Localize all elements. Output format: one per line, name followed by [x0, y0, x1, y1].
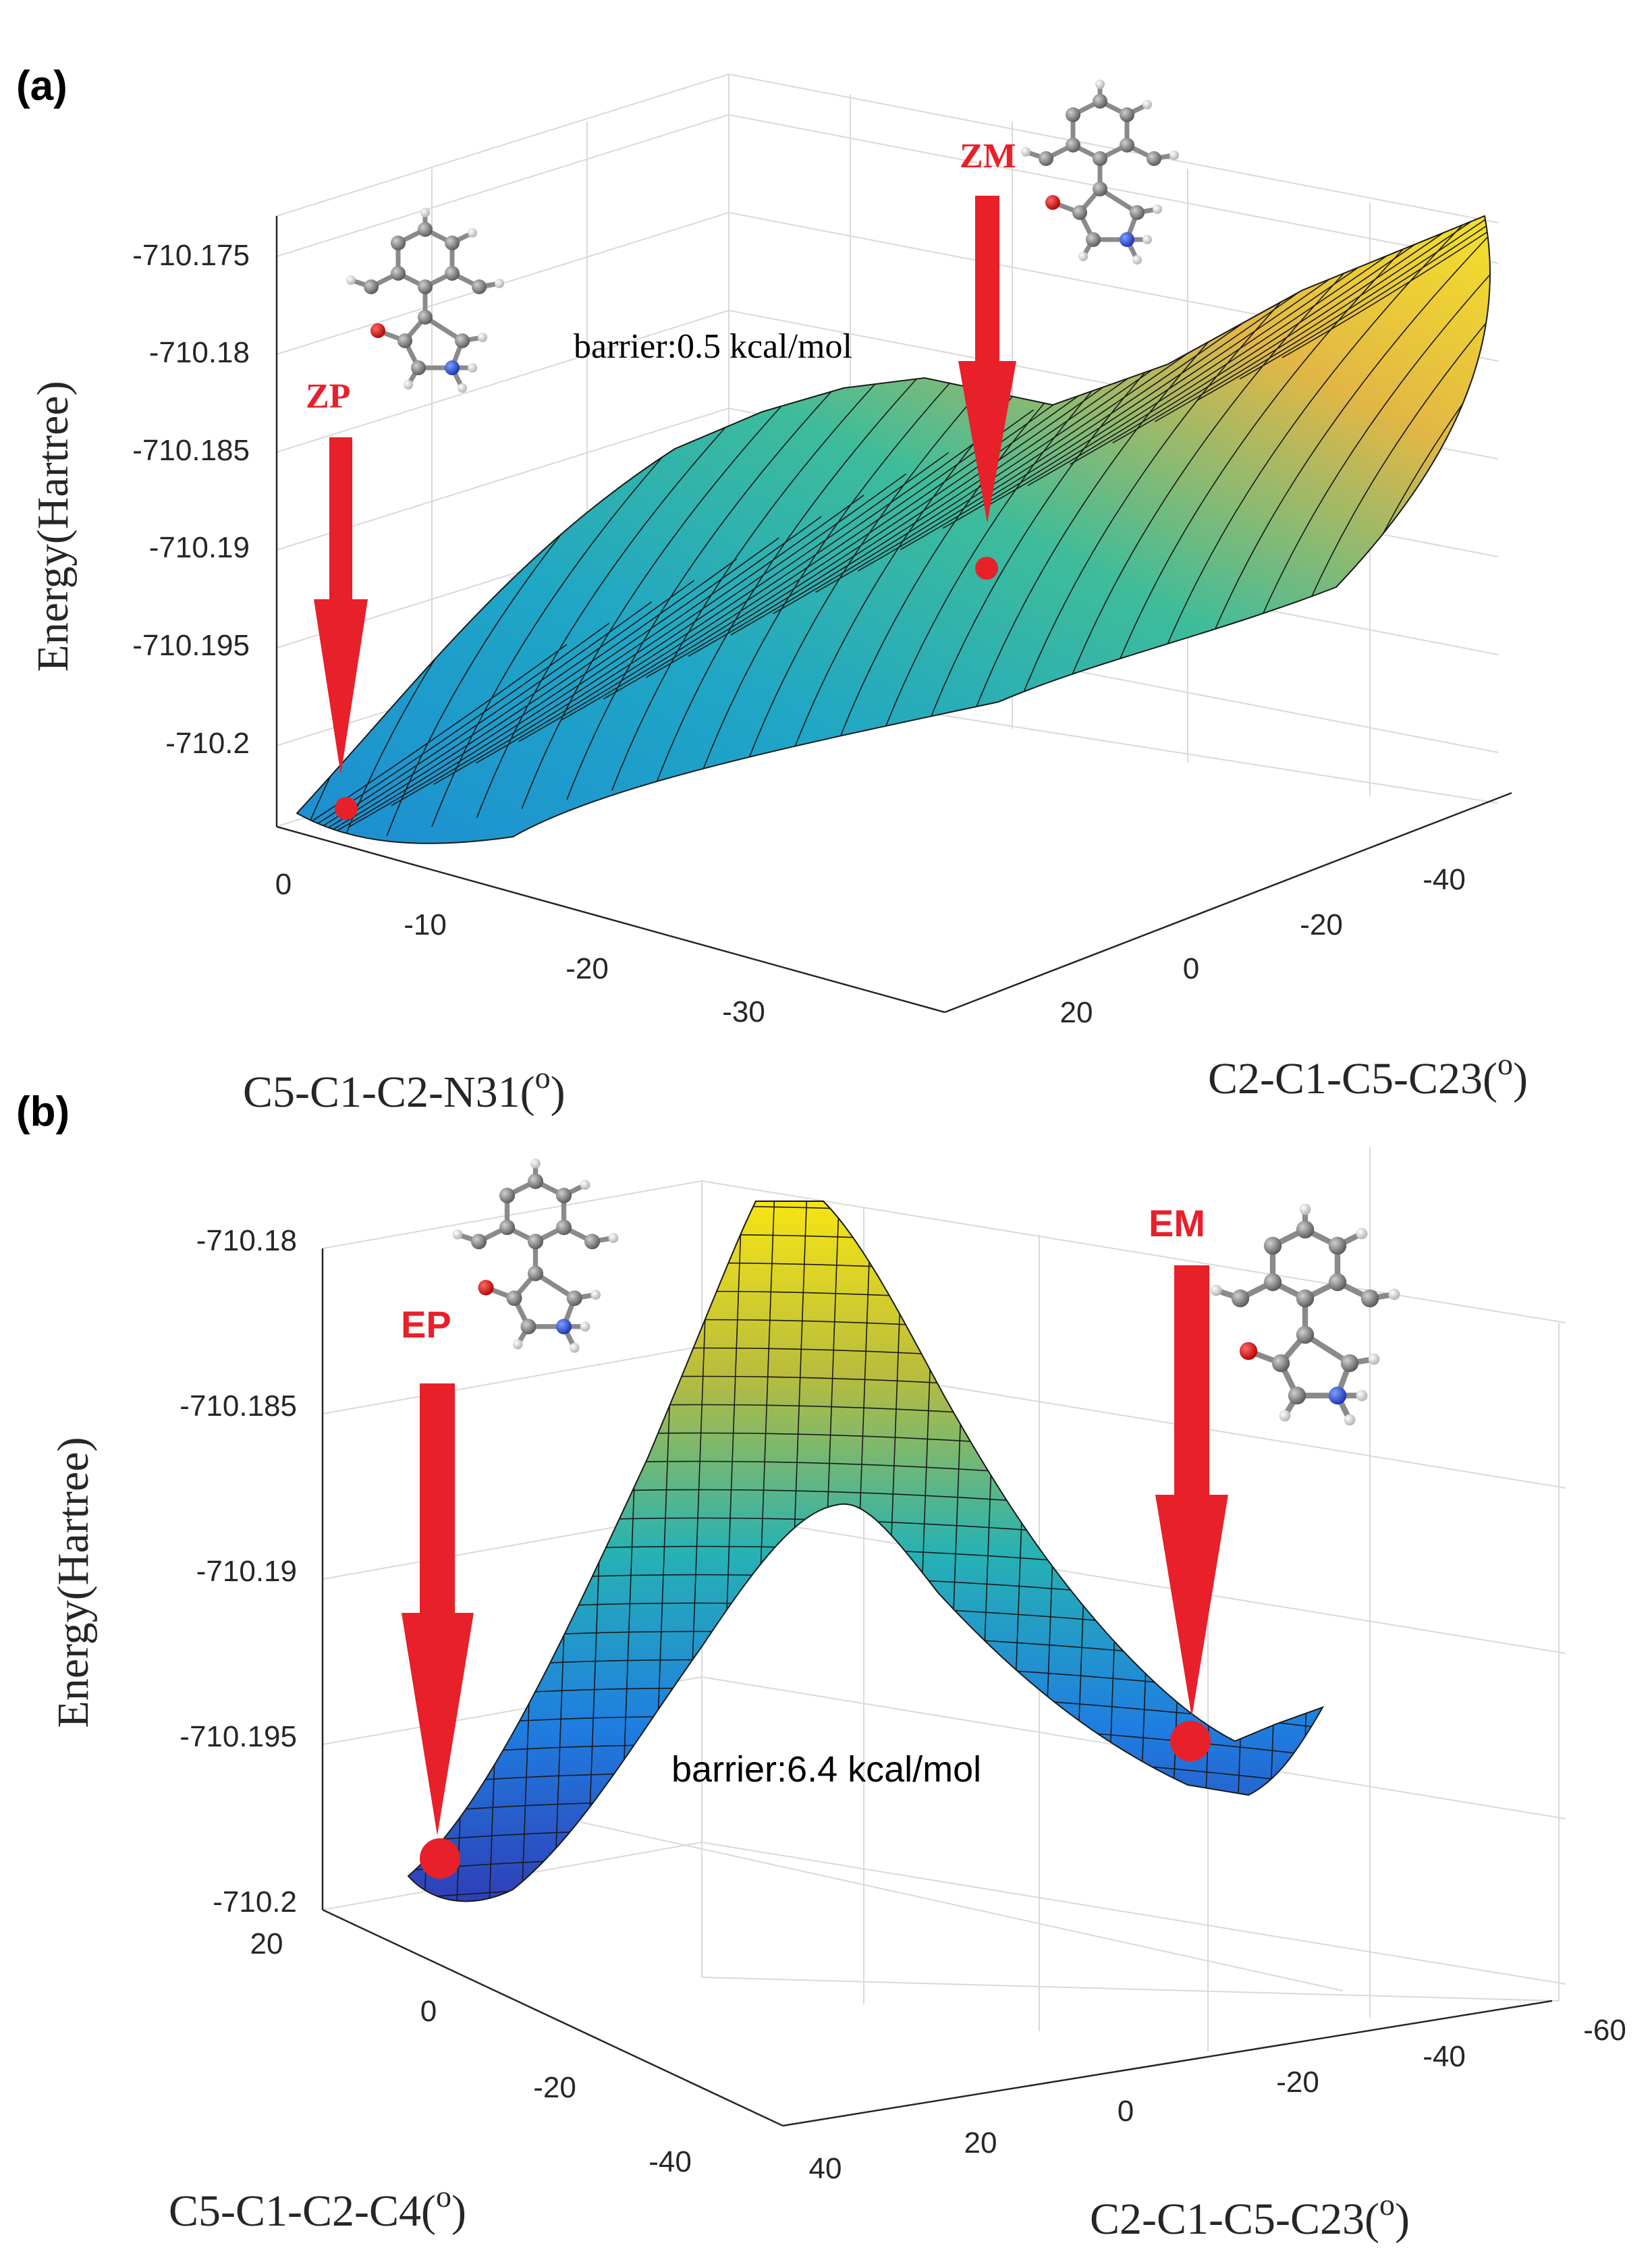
tick-label: 20: [1060, 996, 1093, 1029]
panel-a-axes: [275, 216, 1512, 1014]
panel-b-y-ticks: 40 20 0 -20 -40 -60: [809, 2014, 1626, 2185]
panel-a-zm-label: ZM: [960, 137, 1016, 175]
panel-b-marker-em: [1170, 1721, 1211, 1761]
panel-a-z-label: Energy(Hartree): [28, 381, 78, 671]
panel-a-molecule-zm: [1021, 80, 1179, 265]
panel-b-marker-ep: [420, 1838, 460, 1879]
panel-b-label: (b): [16, 1089, 70, 1135]
panel-a: (a): [16, 63, 1528, 1117]
panel-b-x-label: C5-C1-C2-C4(o): [169, 2179, 466, 2236]
tick-label: -710.195: [132, 629, 250, 662]
panel-a-marker-zm: [975, 557, 998, 580]
tick-label: -710.19: [196, 1555, 297, 1588]
panel-a-x-label: C5-C1-C2-N31(o): [243, 1060, 566, 1117]
panel-b-z-ticks: -710.18 -710.185 -710.19 -710.195 -710.2: [180, 1224, 297, 1919]
tick-label: -20: [566, 952, 609, 985]
panel-a-molecule-zp: [346, 208, 504, 393]
tick-label: -30: [722, 995, 765, 1028]
panel-b-x-ticks: 20 0 -20 -40: [250, 1927, 692, 2178]
tick-label: -20: [1276, 2066, 1319, 2099]
tick-label: 40: [809, 2152, 842, 2185]
panel-a-zp-label: ZP: [306, 377, 350, 416]
panel-b-em-label: EM: [1149, 1202, 1205, 1244]
panel-b-y-label: C2-C1-C5-C23(o): [1090, 2187, 1410, 2244]
tick-label: -710.19: [149, 531, 250, 564]
tick-label: -40: [1423, 863, 1466, 896]
tick-label: 0: [420, 1995, 437, 2028]
tick-label: 20: [964, 2126, 997, 2159]
tick-label: -40: [1423, 2040, 1466, 2073]
tick-label: -710.185: [132, 434, 250, 467]
panel-b-arrow-em: [1155, 1265, 1228, 1717]
tick-label: -710.195: [180, 1720, 297, 1753]
tick-label: 0: [1118, 2095, 1134, 2128]
panel-b-barrier-text: barrier:6.4 kcal/mol: [671, 1749, 981, 1790]
tick-label: -20: [533, 2071, 576, 2104]
panel-a-z-ticks: -710.175 -710.18 -710.185 -710.19 -710.195 -7…: [132, 239, 250, 760]
tick-label: -710.2: [213, 1885, 297, 1919]
tick-label: 0: [275, 868, 292, 901]
tick-label: -710.175: [132, 239, 250, 272]
tick-label: 0: [1183, 952, 1199, 985]
panel-b-surface: [407, 1201, 1325, 1902]
tick-label: -710.18: [196, 1224, 297, 1257]
panel-a-y-ticks: 20 0 -20 -40: [1060, 863, 1466, 1029]
panel-b-z-label: Energy(Hartree): [49, 1437, 98, 1728]
panel-a-arrow-zm: [958, 196, 1016, 523]
panel-b-molecule-ep: [452, 1158, 619, 1353]
tick-label: -60: [1583, 2014, 1626, 2047]
panel-b-arrow-ep: [402, 1383, 474, 1836]
tick-label: -10: [404, 908, 447, 941]
panel-b-ep-label: EP: [401, 1303, 451, 1346]
tick-label: -710.185: [180, 1389, 297, 1423]
tick-label: -20: [1300, 908, 1343, 941]
panel-b-molecule-em: [1210, 1203, 1400, 1426]
panel-a-label: (a): [16, 63, 67, 109]
tick-label: 20: [250, 1927, 283, 1960]
panel-b: (b) -710.1: [16, 1089, 1626, 2244]
panel-a-marker-zp: [335, 797, 358, 820]
tick-label: -40: [649, 2145, 692, 2178]
tick-label: -710.2: [165, 727, 250, 760]
panel-a-y-label: C2-C1-C5-C23(o): [1208, 1047, 1528, 1103]
panel-b-axes: [321, 1248, 1553, 2127]
panel-a-arrow-zp: [314, 437, 368, 775]
tick-label: -710.18: [149, 336, 250, 369]
panel-a-x-ticks: 0 -10 -20 -30: [275, 868, 765, 1028]
panel-a-barrier-text: barrier:0.5 kcal/mol: [574, 327, 852, 366]
